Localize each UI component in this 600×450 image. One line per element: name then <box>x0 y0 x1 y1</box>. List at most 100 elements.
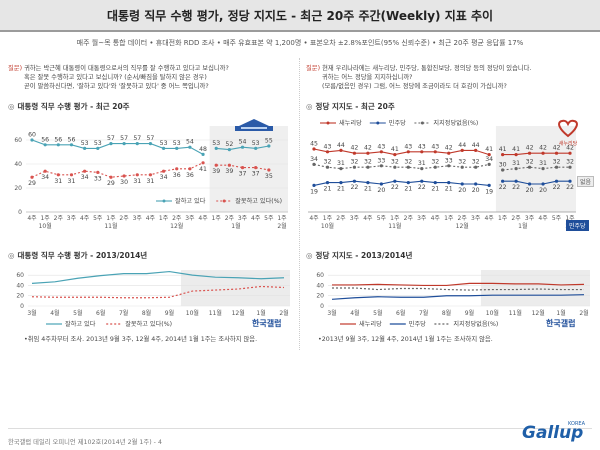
data-label: 33 <box>94 175 102 182</box>
y-tick-label: 40 <box>316 282 324 289</box>
series-line <box>502 180 570 185</box>
x-tick-label: 1주 <box>390 215 400 222</box>
left-section2-title: ◎ 대통령 직무 수행 평가 - 2013/2014년 <box>8 251 148 260</box>
data-point <box>393 153 397 157</box>
x-tick-label: 3주 <box>525 215 535 222</box>
x-tick-label: 5주 <box>93 215 103 222</box>
data-point <box>460 165 464 169</box>
x-tick-label: 2주 <box>172 215 182 222</box>
x-tick-label: 3주 <box>67 215 77 222</box>
data-point <box>109 142 113 146</box>
data-label: 32 <box>472 159 480 166</box>
legend-marker <box>222 199 226 203</box>
y-tick-label: 60 <box>16 272 24 279</box>
data-point <box>161 146 166 150</box>
data-point <box>339 181 343 185</box>
month-label: 11월 <box>388 222 401 230</box>
data-point <box>122 142 126 146</box>
data-point <box>161 169 166 173</box>
x-tick-label: 2주 <box>404 215 414 222</box>
data-label: 31 <box>418 160 426 167</box>
data-point <box>339 148 343 152</box>
x-tick-label: 5월 <box>373 309 382 317</box>
y-tick-label: 40 <box>14 161 22 168</box>
x-tick-label: 10월 <box>486 309 499 317</box>
data-label: 21 <box>324 186 332 193</box>
data-label: 41 <box>391 146 399 153</box>
data-point <box>420 179 424 183</box>
data-label: 44 <box>458 142 466 149</box>
month-label: 12월 <box>456 222 469 230</box>
y-tick-label: 0 <box>20 303 24 310</box>
x-tick-label: 4주 <box>80 215 90 222</box>
data-label: 32 <box>391 159 399 166</box>
month-label: 1월 <box>518 222 527 230</box>
data-point <box>201 152 205 156</box>
data-point <box>474 182 478 186</box>
data-point <box>514 153 518 157</box>
data-point <box>541 151 545 155</box>
data-label: 21 <box>445 186 453 193</box>
data-label: 32 <box>458 159 466 166</box>
data-label: 31 <box>54 178 62 185</box>
x-tick-label: 1주 <box>40 215 50 222</box>
left-section1-title: ◎ 대통령 직무 수행 평가 - 최근 20주 <box>8 102 130 111</box>
x-tick-label: 4주 <box>431 215 441 222</box>
series-line <box>31 162 204 178</box>
data-point <box>175 146 179 150</box>
y-tick-label: 20 <box>16 293 24 300</box>
data-point <box>214 146 218 150</box>
data-point <box>366 181 370 185</box>
data-label: 21 <box>337 186 345 193</box>
data-point <box>254 146 258 150</box>
right-question-label: 질문) <box>306 65 321 72</box>
month-label: 11월 <box>104 222 117 230</box>
data-point <box>325 150 330 154</box>
legend-label: 잘하고 있다 <box>175 197 206 205</box>
x-tick-label: 1주 <box>565 215 575 222</box>
data-point <box>83 169 87 173</box>
month-label: 12월 <box>170 222 183 230</box>
data-label: 32 <box>526 159 534 166</box>
gray-band <box>495 126 576 212</box>
data-label: 41 <box>199 166 207 173</box>
x-tick-label: 1주 <box>159 215 169 222</box>
data-point <box>541 167 545 171</box>
right-section1-title: ◎ 정당 지지도 - 최근 20주 <box>306 102 395 111</box>
data-label: 30 <box>120 179 128 186</box>
series-line <box>313 180 490 186</box>
x-tick-label: 11월 <box>509 309 522 317</box>
data-label: 57 <box>120 135 128 142</box>
x-tick-label: 5주 <box>264 215 274 222</box>
data-point <box>487 162 491 166</box>
data-point <box>568 151 572 155</box>
data-label: 32 <box>350 159 358 166</box>
left-question-line-1: 귀하는 박근혜 대통령이 대통령으로서의 직무를 잘 수행하고 있다고 보십니까… <box>24 65 229 72</box>
data-point <box>447 151 451 155</box>
data-point <box>43 143 47 147</box>
data-point <box>554 151 559 155</box>
target-icon: ◎ <box>8 251 15 260</box>
x-tick-label: 3월 <box>27 309 36 317</box>
survey-method-line: 매주 월~목 통합 데이터 • 휴대전화 RDD 조사 • 매주 유효표본 약 … <box>76 39 524 47</box>
x-tick-label: 9월 <box>165 309 174 317</box>
legend-label: 잘못하고 있다(%) <box>125 320 172 328</box>
data-point <box>30 138 34 142</box>
data-label: 44 <box>337 142 345 149</box>
data-label: 22 <box>553 184 561 191</box>
right-question-line-1: 현재 우리나라에는 새누리당, 민주당, 통합진보당, 정의당 등의 정당이 있… <box>322 65 532 72</box>
data-point <box>188 167 192 171</box>
x-tick-label: 7월 <box>119 309 128 317</box>
data-label: 37 <box>239 171 247 178</box>
data-label: 57 <box>107 135 115 142</box>
data-point <box>96 170 100 174</box>
saenuri-logo: 새누리당 <box>555 118 581 147</box>
legend-marker <box>326 121 330 125</box>
x-tick-label: 2월 <box>279 309 288 317</box>
data-label: 32 <box>431 159 439 166</box>
x-tick-label: 4주 <box>538 215 548 222</box>
data-point <box>554 165 559 169</box>
data-label: 42 <box>553 145 561 152</box>
data-label: 22 <box>499 184 507 191</box>
